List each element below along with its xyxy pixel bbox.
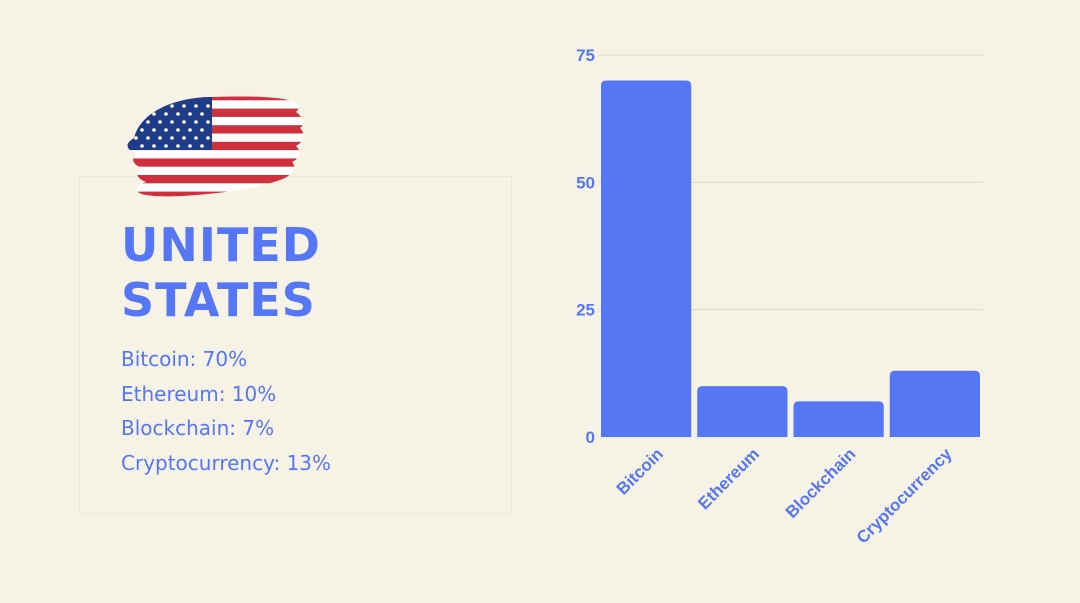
bar-cryptocurrency [889,370,980,437]
bar-ethereum [697,386,788,437]
bar-chart: 0 25 50 75 Bitcoin Ethereum BlockchainCryptocu… [576,46,983,547]
x-tick-label-blockchain: Blockchain [782,444,860,522]
stats-list: Bitcoin: 70% Ethereum: 10% Blockchain: 7… [121,342,331,481]
summary-card [79,176,512,514]
y-tick-label-50: 50 [576,173,595,192]
stat-bitcoin: Bitcoin: 70% [121,347,248,371]
country-title: UNITED STATES [121,218,321,327]
x-tick-label-ethereum: Ethereum [694,444,763,513]
y-tick-label-75: 75 [576,46,595,65]
x-tick-label-cryptocurrency: Cryptocurrency [853,444,956,547]
bar-bitcoin [601,80,692,437]
y-tick-label-25: 25 [576,301,595,320]
y-tick-label-0: 0 [586,428,595,447]
us-flag-icon [127,96,304,197]
x-tick-label-bitcoin: Bitcoin [613,444,667,498]
bar-blockchain [793,401,884,437]
stat-cryptocurrency: Cryptocurrency: 13% [121,451,332,476]
stat-ethereum: Ethereum: 10% [121,381,277,406]
stat-blockchain: Blockchain: 7% [121,416,275,441]
